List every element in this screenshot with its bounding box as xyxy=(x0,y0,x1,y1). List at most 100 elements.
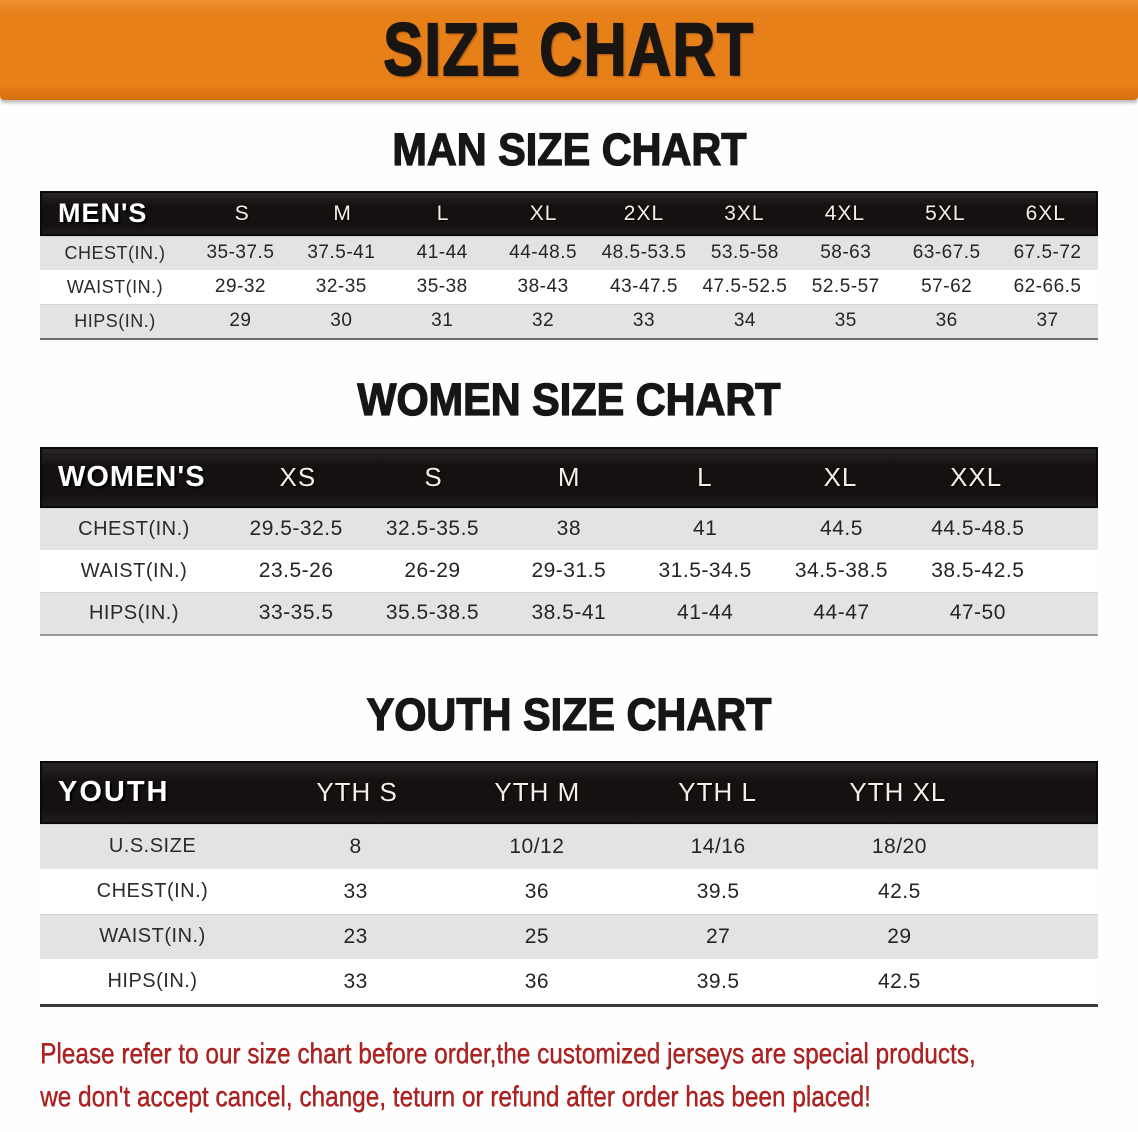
value-cell: 29-31.5 xyxy=(531,559,607,582)
size-column-header: L xyxy=(697,462,713,492)
value-cell: 33-35.5 xyxy=(258,601,334,624)
table-row: HIPS(IN.) 33-35.5 35.5-38.5 38.5-41 41-44 44-… xyxy=(40,592,1098,634)
table-row: WAIST(IN.) 23.5-26 26-29 29-31.5 31.5-34.5 34… xyxy=(40,550,1098,592)
value-cell: 67.5-72 xyxy=(1013,242,1082,263)
value-cell: 26-29 xyxy=(404,559,461,582)
table-row: WAIST(IN.) 23 25 27 29 xyxy=(40,914,1098,959)
row-label: CHEST(IN.) xyxy=(78,517,190,540)
men-size-section: MAN SIZE CHART MEN'S S M L XL 2XL 3XL 4XL 5XL 6XL… xyxy=(0,100,1138,340)
size-column-header: 2XL xyxy=(623,201,665,225)
table-row: U.S.SIZE 8 10/12 14/16 18/20 xyxy=(40,824,1098,869)
size-column-header: XS xyxy=(279,462,317,492)
value-cell: 35 xyxy=(834,310,857,331)
value-cell: 53.5-58 xyxy=(710,242,779,263)
value-cell: 36 xyxy=(524,879,550,903)
value-cell: 10/12 xyxy=(509,834,565,858)
value-cell: 35-37.5 xyxy=(206,242,275,263)
table-row: CHEST(IN.) 29.5-32.5 32.5-35.5 38 41 44.5 44.5… xyxy=(40,508,1098,550)
value-cell: 8 xyxy=(349,834,362,858)
value-cell: 41-44 xyxy=(677,601,734,624)
table-row: HIPS(IN.) 33 36 39.5 42.5 xyxy=(40,959,1098,1004)
value-cell: 58-63 xyxy=(820,242,872,263)
table-header-label: MEN'S xyxy=(58,198,148,228)
size-column-header: S xyxy=(234,201,250,225)
row-label: U.S.SIZE xyxy=(108,835,197,857)
value-cell: 31.5-34.5 xyxy=(658,559,752,582)
value-cell: 35-38 xyxy=(416,276,468,297)
size-column-header: XL xyxy=(823,462,858,492)
value-cell: 38 xyxy=(556,517,581,540)
value-cell: 38.5-42.5 xyxy=(931,559,1025,582)
youth-size-table: YOUTH YTH S YTH M YTH L YTH XL U.S.SIZE 8 10/12… xyxy=(40,761,1098,1007)
row-label: HIPS(IN.) xyxy=(107,970,198,992)
banner: SIZE CHART xyxy=(0,0,1138,100)
size-column-header: 3XL xyxy=(724,201,765,225)
table-header-label: YOUTH xyxy=(58,776,170,808)
size-column-header: YTH L xyxy=(678,777,757,807)
value-cell: 41-44 xyxy=(416,242,468,263)
value-cell: 29 xyxy=(887,924,912,948)
men-section-heading: MAN SIZE CHART xyxy=(391,124,747,175)
value-cell: 52.5-57 xyxy=(811,276,880,297)
disclaimer-line-2: we don't accept cancel, change, teturn o… xyxy=(40,1080,871,1113)
value-cell: 35.5-38.5 xyxy=(385,601,480,624)
value-cell: 38-43 xyxy=(517,276,569,297)
size-column-header: XXL xyxy=(950,462,1003,492)
value-cell: 37 xyxy=(1036,310,1059,331)
value-cell: 18/20 xyxy=(871,834,927,858)
value-cell: 34 xyxy=(733,310,756,331)
value-cell: 33 xyxy=(632,310,656,331)
size-column-header: 6XL xyxy=(1025,201,1066,225)
size-column-header: M xyxy=(333,201,352,225)
value-cell: 32 xyxy=(532,310,555,331)
row-label: HIPS(IN.) xyxy=(74,310,156,331)
value-cell: 29 xyxy=(229,310,252,331)
row-label: WAIST(IN.) xyxy=(66,276,164,297)
size-column-header: S xyxy=(424,462,443,492)
table-row: CHEST(IN.) 33 36 39.5 42.5 xyxy=(40,869,1098,914)
disclaimer: Please refer to our size chart before or… xyxy=(40,1033,1138,1118)
row-label: HIPS(IN.) xyxy=(88,601,180,624)
value-cell: 39.5 xyxy=(696,879,740,903)
value-cell: 32-35 xyxy=(315,276,367,297)
youth-size-section: YOUTH SIZE CHART YOUTH YTH S YTH M YTH L YTH… xyxy=(0,636,1138,1007)
size-column-header: YTH M xyxy=(494,777,581,807)
value-cell: 23.5-26 xyxy=(258,559,334,582)
size-column-header: 4XL xyxy=(824,201,866,225)
value-cell: 30 xyxy=(330,310,353,331)
value-cell: 42.5 xyxy=(877,969,921,993)
row-label: CHEST(IN.) xyxy=(96,880,209,902)
value-cell: 62-66.5 xyxy=(1013,276,1082,297)
banner-title: SIZE CHART xyxy=(383,8,755,91)
value-cell: 57-62 xyxy=(921,276,973,297)
size-column-header: YTH XL xyxy=(849,777,947,807)
size-column-header: M xyxy=(557,462,581,492)
row-label: CHEST(IN.) xyxy=(64,242,166,263)
value-cell: 43-47.5 xyxy=(610,276,678,297)
size-column-header: 5XL xyxy=(925,201,966,225)
value-cell: 23 xyxy=(343,924,368,948)
table-header-row: MEN'S S M L XL 2XL 3XL 4XL 5XL 6XL xyxy=(40,191,1098,236)
value-cell: 44.5-48.5 xyxy=(931,517,1025,540)
table-row: WAIST(IN.) 29-32 32-35 35-38 38-43 43-47.5 47.… xyxy=(40,270,1098,304)
size-column-header: XL xyxy=(529,201,558,225)
value-cell: 29-32 xyxy=(214,276,266,297)
value-cell: 29.5-32.5 xyxy=(249,517,343,540)
value-cell: 33 xyxy=(343,879,368,903)
disclaimer-line-1: Please refer to our size chart before or… xyxy=(40,1038,976,1070)
youth-section-heading: YOUTH SIZE CHART xyxy=(366,689,772,740)
value-cell: 47-50 xyxy=(949,601,1006,624)
value-cell: 44-48.5 xyxy=(509,242,578,263)
value-cell: 48.5-53.5 xyxy=(601,242,687,263)
table-header-row: WOMEN'S XS S M L XL XXL xyxy=(40,447,1098,508)
value-cell: 31 xyxy=(431,310,454,331)
value-cell: 14/16 xyxy=(690,834,746,858)
value-cell: 36 xyxy=(524,969,550,993)
row-label: WAIST(IN.) xyxy=(99,925,206,947)
women-size-section: WOMEN SIZE CHART WOMEN'S XS S M L XL XXL CHEST(… xyxy=(0,340,1138,636)
value-cell: 27 xyxy=(705,924,731,948)
table-header-row: YOUTH YTH S YTH M YTH L YTH XL xyxy=(40,761,1098,824)
value-cell: 37.5-41 xyxy=(307,242,376,263)
value-cell: 47.5-52.5 xyxy=(702,276,788,297)
value-cell: 63-67.5 xyxy=(912,242,981,263)
